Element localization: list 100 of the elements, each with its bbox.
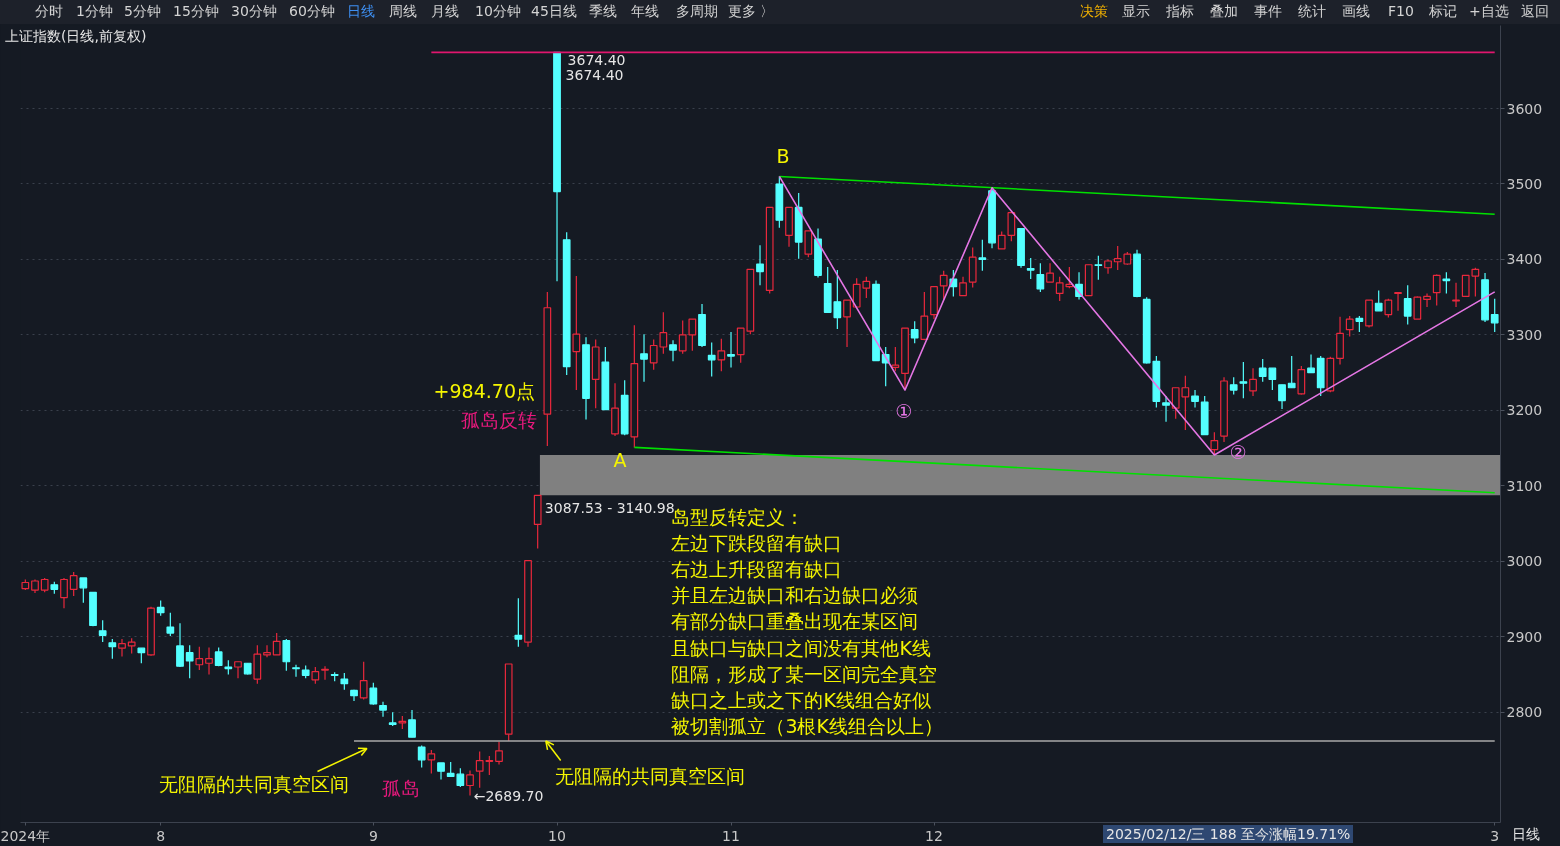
candlestick [1278,384,1286,410]
text: 统计 [1298,2,1326,20]
candlestick [707,341,716,378]
text: 60分钟 [289,2,335,20]
candlestick [1452,282,1460,308]
candlestick [756,244,764,286]
candlestick [678,320,687,355]
annotation: ←2689.70 [473,787,544,804]
annotation: 右边上升段留有缺口 [671,557,843,580]
candlestick [1423,292,1431,308]
candlestick [640,333,648,383]
annotation: 左边下跌段留有缺口 [671,531,843,554]
candlestick [1345,315,1354,338]
candlestick [495,741,503,765]
x-tick-label: 2024年 [0,827,51,844]
y-tick-label: 3300 [1506,326,1543,343]
candlestick [1239,361,1248,399]
text: 更多 〉 [728,2,775,20]
candlestick [1210,431,1219,456]
annotation: +984.70点 [433,379,535,402]
candlestick [166,612,175,637]
x-tick-label: 9 [368,827,378,844]
text: 45日线 [531,2,577,20]
candlestick [176,622,184,668]
text: 年线 [631,2,659,20]
text: 事件 [1254,2,1282,20]
candlestick [1191,389,1199,408]
annotation: 3674.40 [567,52,626,69]
annotation: 阻隔，形成了某一区间完全真空 [671,662,938,685]
annotation: ② [1229,440,1247,463]
text: 日线 [347,2,375,20]
text: 叠加 [1210,2,1238,20]
candlestick [1249,367,1257,397]
candlestick [1162,395,1170,423]
annotation: 孤岛反转 [460,408,537,431]
candlestick [1046,262,1054,283]
candlestick [475,750,484,789]
candlestick [108,638,117,660]
text: 月线 [431,2,459,20]
candlestick [359,661,368,701]
text: 1分钟 [76,2,113,20]
text: 多周期 [676,2,718,20]
x-tick-label: 10 [548,827,566,844]
text: 10分钟 [475,2,521,20]
candlestick [514,597,523,648]
y-tick-label: 3600 [1506,100,1543,117]
y-tick-label: 3400 [1506,251,1543,268]
candlestick [118,638,126,658]
candlestick [69,571,78,597]
candlestick [843,299,851,348]
y-tick-label: 2800 [1506,704,1543,721]
candlestick [910,320,919,344]
x-tick-label: 12 [925,827,943,844]
candlestick [920,291,929,341]
text: 标记 [1429,2,1457,20]
candlestick [891,346,900,372]
candlestick [1403,284,1412,325]
text: 5分钟 [124,2,161,20]
annotation: 且缺口与缺口之间没有其他K线 [671,636,931,659]
y-tick-label: 3100 [1506,477,1543,494]
candlestick [195,646,204,671]
annotation: 无阻隔的共同真空区间 [159,772,350,795]
chart-title: 上证指数(日线,前复权) [5,27,147,45]
text: 指标 [1166,2,1194,20]
text: 画线 [1342,2,1370,20]
text: 决策 [1080,2,1108,20]
candlestick [485,755,494,776]
candlestick [98,619,107,643]
candlestick [1287,355,1296,389]
candlestick [669,339,677,362]
candlestick [263,644,271,658]
candlestick [282,638,291,672]
annotation: 3674.40 [565,67,624,84]
candlestick [321,665,329,681]
candlestick [959,276,967,297]
candlestick [717,338,726,372]
annotation: 无阻隔的共同真空区间 [554,764,745,787]
text: 周线 [389,2,417,20]
annotation: B [776,144,790,167]
text: 返回 [1521,2,1549,20]
text: +自选 [1469,2,1509,20]
text: 分时 [35,2,63,20]
candlestick [60,577,68,609]
text: 30分钟 [231,2,277,20]
text: F10 [1388,2,1414,20]
annotation: 孤岛 [381,776,420,799]
annotation: 并且左边缺口和右边缺口必须 [671,584,919,607]
text: 日线 [1512,825,1540,843]
x-tick-label: 8 [156,827,166,844]
candlestick [688,318,697,352]
candlestick [427,749,436,775]
text: 15分钟 [173,2,219,20]
y-tick-label: 2900 [1506,628,1543,645]
y-tick-label: 3500 [1506,175,1543,192]
candlestick [804,230,813,258]
candlestick [1490,298,1499,333]
x-tick-label: 3 [1490,827,1500,844]
y-tick-label: 3000 [1506,553,1543,570]
annotation: 被切割孤立（3根K线组合以上） [671,715,943,738]
candlestick [1442,271,1451,295]
